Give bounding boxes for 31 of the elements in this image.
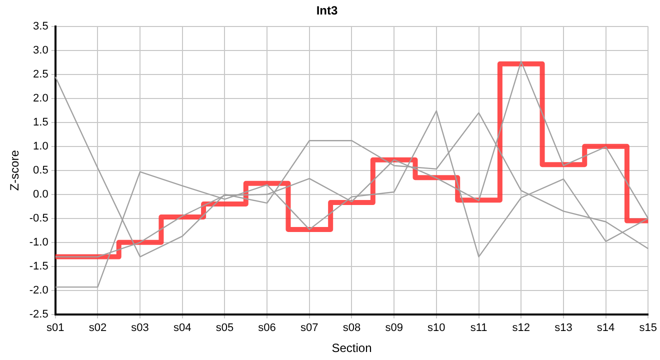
x-axis-title: Section: [332, 341, 372, 356]
x-tick-label: s09: [385, 322, 403, 334]
x-tick-label: s02: [88, 322, 107, 334]
x-tick-label: s06: [258, 322, 276, 334]
x-tick-label: s14: [596, 322, 615, 334]
y-tick-label: -2.0: [29, 284, 48, 296]
y-tick-label: 2.5: [33, 68, 48, 80]
x-tick-label: s12: [512, 322, 530, 334]
y-tick-label: 1.0: [33, 140, 48, 152]
x-tick-label: s08: [342, 322, 361, 334]
y-tick-label: 0.5: [33, 164, 48, 176]
y-tick-label: -1.0: [29, 236, 48, 248]
y-tick-label: -1.5: [29, 260, 48, 272]
x-tick-label: s11: [470, 322, 488, 334]
y-tick-label: 1.5: [33, 116, 48, 128]
y-tick-label: -2.5: [29, 308, 48, 320]
y-tick-label: 2.0: [33, 92, 48, 104]
x-tick-label: s07: [300, 322, 318, 334]
x-tick-label: s01: [46, 322, 64, 334]
x-tick-label: s04: [174, 322, 192, 334]
y-tick-label: 0.0: [33, 188, 48, 200]
x-tick-label: s03: [131, 322, 149, 334]
x-tick-label: s13: [554, 322, 572, 334]
y-tick-label: 3.0: [33, 44, 48, 56]
x-tick-label: s05: [216, 322, 234, 334]
x-tick-label: s10: [428, 322, 446, 334]
y-tick-label: 3.5: [33, 20, 48, 32]
chart-title: Int3: [316, 4, 338, 18]
x-tick-label: s15: [639, 322, 658, 334]
y-axis-title: Z-score: [8, 150, 22, 191]
y-tick-label: -0.5: [29, 212, 48, 224]
